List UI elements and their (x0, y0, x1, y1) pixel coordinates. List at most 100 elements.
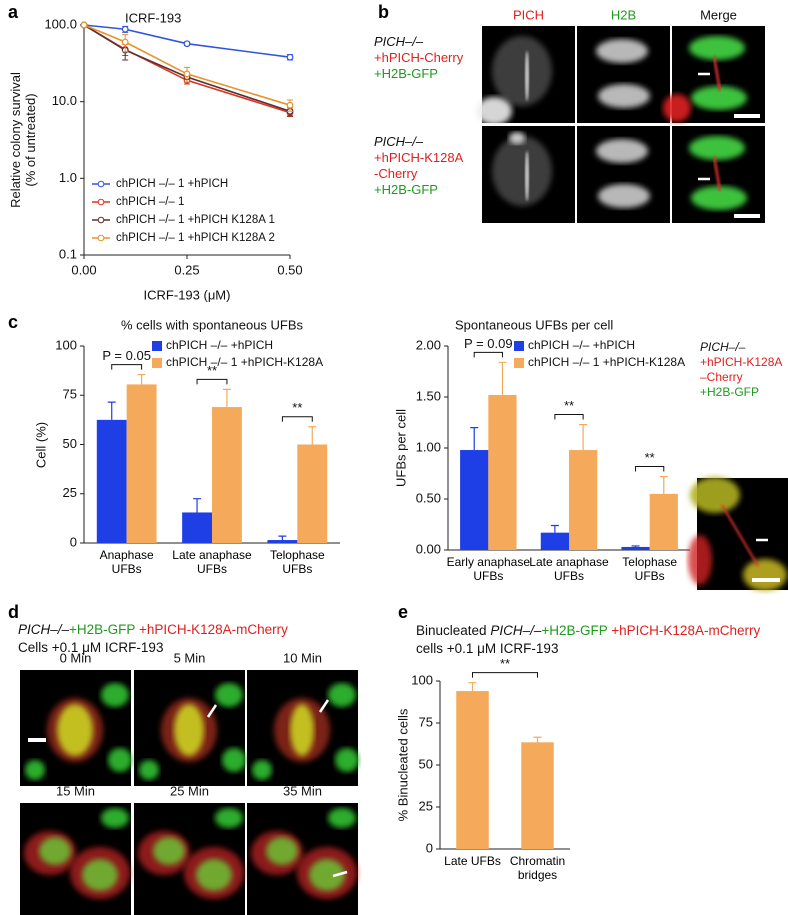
legend-label: chPICH –/– 1 +hPICH K128A 2 (116, 232, 275, 244)
bar (521, 742, 554, 849)
bar (96, 419, 127, 543)
x-tick-label: Chromatin bridges (509, 854, 566, 882)
image-blob (525, 51, 529, 101)
bar (297, 444, 328, 543)
bar (460, 450, 489, 550)
image-blob (689, 136, 745, 160)
timepoint-label: 25 Min (170, 783, 209, 798)
row-label-line: +hPICH-Cherry (374, 50, 464, 65)
annotation: ** (292, 400, 302, 415)
x-tick-label: Early anaphase UFBs (446, 555, 531, 583)
timepoint-label: 10 Min (283, 650, 322, 665)
inset-label-line: PICH–/– (700, 340, 746, 354)
header-part: PICH–/– (18, 622, 70, 637)
error-bar (468, 682, 477, 692)
annotation: ** (207, 363, 217, 378)
image-blob (82, 859, 118, 891)
x-tick-label: Late anaphase UFBs (529, 555, 609, 583)
x-tick-label: Late anaphase UFBs (172, 548, 252, 576)
y-tick-label: 0 (70, 534, 77, 549)
x-tick-label: 0.50 (277, 262, 302, 277)
y-tick-label: 25 (419, 798, 433, 813)
bar (182, 512, 212, 543)
data-point (121, 38, 129, 46)
image-blob (492, 136, 552, 206)
image-blob (509, 132, 525, 144)
image-blob (598, 184, 650, 208)
annotation: P = 0.05 (102, 348, 151, 363)
error-bar (278, 535, 287, 541)
error-bar (137, 373, 146, 385)
image-blob (101, 683, 129, 707)
image-blob (139, 760, 159, 780)
image-blob (691, 86, 747, 110)
inset-label-line: +H2B-GFP (700, 385, 760, 399)
row-label-line: +H2B-GFP (374, 66, 438, 81)
scale-bar (734, 214, 760, 218)
image-blob (598, 84, 650, 108)
legend-label: chPICH –/– 1 +hPICH-K128A (528, 355, 685, 369)
data-point (121, 25, 129, 33)
bar (456, 691, 489, 849)
arrow (332, 870, 348, 878)
data-point (80, 21, 88, 29)
y-tick-label: 0.00 (416, 541, 441, 556)
y-tick-label: 2.00 (416, 337, 441, 352)
legend-label: chPICH –/– 1 +hPICH K128A 1 (116, 214, 275, 226)
bar (488, 394, 517, 550)
bar (540, 532, 569, 550)
series-line (83, 24, 291, 113)
image-blob (57, 704, 93, 756)
error-bar (498, 361, 507, 395)
bar (569, 450, 598, 550)
annotation: ** (645, 450, 655, 465)
image-blob (596, 139, 648, 163)
bar (649, 493, 678, 550)
error-bar (550, 524, 559, 533)
image-blob (690, 477, 740, 513)
y-tick-label: 75 (419, 714, 433, 729)
legend-label: chPICH –/– +hPICH (166, 338, 273, 352)
error-bar (193, 498, 202, 513)
significance-bracket (196, 378, 228, 385)
inset-label-line: –Cherry (700, 370, 743, 384)
y-tick-label: 10.0 (52, 93, 77, 108)
image-bridge (712, 155, 722, 192)
panel-label: d (8, 602, 19, 622)
image-blob (596, 39, 648, 63)
significance-bracket (635, 466, 665, 472)
legend-marker (97, 180, 105, 188)
y-tick-label: 1.00 (416, 439, 441, 454)
legend-swatch (152, 341, 162, 351)
error-bar (222, 388, 231, 408)
y-tick-label: 100 (411, 672, 433, 687)
y-axis-label: UFBs per cell (393, 409, 408, 487)
legend-swatch (514, 341, 524, 351)
timepoint-label: 15 Min (56, 783, 95, 798)
legend-label: chPICH –/– 1 +hPICH (116, 178, 228, 190)
series-line (83, 24, 291, 59)
x-tick-label: Telophase UFBs (622, 555, 678, 583)
error-bar (579, 423, 588, 451)
data-point (183, 40, 191, 48)
image-bridge (712, 55, 722, 92)
y-tick-label: 1.0 (59, 170, 77, 185)
timepoint-label: 0 Min (60, 650, 92, 665)
data-point (286, 53, 294, 61)
image-blob (743, 559, 787, 591)
legend-swatch (514, 358, 524, 368)
annotation: P = 0.09 (464, 336, 513, 351)
caption-part: cells +0.1 μM ICRF-193 (416, 641, 559, 656)
x-tick-label: Telophase UFBs (269, 548, 325, 576)
column-header: Merge (700, 7, 737, 22)
image-blob (309, 859, 345, 891)
caption-part: PICH–/– (490, 623, 542, 638)
image-blob (476, 97, 512, 125)
image-blob (492, 36, 552, 106)
chart-title: ICRF-193 (125, 10, 181, 25)
error-bar (533, 736, 542, 743)
image-bridge (721, 504, 759, 567)
legend-marker (97, 198, 105, 206)
x-tick-label: Late UFBs (444, 854, 501, 868)
